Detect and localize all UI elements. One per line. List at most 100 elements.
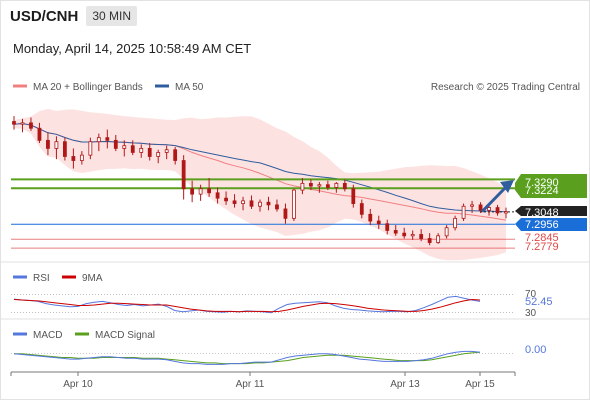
legend-ma20-bb: MA 20 + Bollinger Bands xyxy=(33,82,143,93)
candle-body xyxy=(54,141,59,149)
candle xyxy=(173,147,178,165)
level-label-r1: 7.3290 xyxy=(525,177,559,189)
legend-swatch-ma20 xyxy=(13,84,27,88)
candle-body xyxy=(224,197,228,202)
candle-body xyxy=(164,149,169,153)
level-label-r2: 7.3224 xyxy=(525,185,559,197)
current-price-tag-shape xyxy=(515,206,587,216)
candle-body xyxy=(105,137,110,141)
candle-body xyxy=(147,148,152,157)
candle xyxy=(20,118,25,133)
candle xyxy=(300,178,305,195)
level-label-s2: 7.2779 xyxy=(525,241,559,253)
candle xyxy=(402,227,407,239)
legend-macd-signal: MACD Signal xyxy=(95,330,155,341)
candle-body xyxy=(173,149,178,161)
candle xyxy=(359,199,364,219)
candle xyxy=(224,191,228,205)
rsi-current-value: 52.45 xyxy=(525,296,553,308)
chart-datetime: Monday, April 14, 2025 10:58:49 AM CET xyxy=(13,41,252,56)
bollinger-band xyxy=(14,108,506,261)
candle-body xyxy=(258,201,262,207)
rsi-legend: RSI 9MA xyxy=(13,273,103,284)
legend-rsi: RSI xyxy=(33,273,50,284)
candle xyxy=(283,203,288,224)
candle xyxy=(419,229,424,242)
candle xyxy=(376,215,381,230)
candle xyxy=(96,133,101,152)
candle-body xyxy=(410,234,415,237)
candle-body xyxy=(385,223,390,231)
candle-body xyxy=(79,154,84,161)
candle xyxy=(308,179,313,191)
candle-body xyxy=(198,188,203,195)
timeframe-badge[interactable]: 30 MIN xyxy=(86,6,138,26)
candle-body xyxy=(275,204,279,210)
candle xyxy=(37,122,42,144)
candle-body xyxy=(334,182,339,188)
candle-body xyxy=(190,188,195,195)
legend-rsi-ma: 9MA xyxy=(82,273,103,284)
candle xyxy=(436,233,441,244)
candle-body xyxy=(113,139,118,149)
candle-body xyxy=(470,204,474,207)
candle xyxy=(275,199,279,212)
candle xyxy=(79,151,84,165)
candle xyxy=(410,230,415,240)
candle-body xyxy=(181,160,186,190)
candle-body xyxy=(156,152,161,157)
candle xyxy=(504,207,508,219)
candle-body xyxy=(504,211,508,214)
candle-body xyxy=(283,208,288,219)
chart-header: USD/CNH 30 MIN xyxy=(10,6,138,26)
candle xyxy=(453,215,458,231)
rsi-ma-line xyxy=(13,298,481,313)
candle xyxy=(215,187,220,204)
candle-body xyxy=(308,182,313,187)
candle xyxy=(88,137,93,160)
candle xyxy=(54,136,59,160)
candle xyxy=(156,149,161,164)
candle-body xyxy=(351,188,356,204)
candle-body xyxy=(495,207,500,214)
legend-swatch-rsi xyxy=(13,275,27,279)
candle-body xyxy=(139,148,144,153)
candle xyxy=(334,182,339,193)
symbol-title: USD/CNH xyxy=(10,7,79,25)
candle-body xyxy=(241,200,245,204)
candle-body xyxy=(436,235,441,243)
candle-body xyxy=(478,204,483,211)
candle-body xyxy=(207,188,212,194)
candle-body xyxy=(12,121,16,125)
macd-current-value: 0.00 xyxy=(525,344,546,356)
candle xyxy=(71,148,76,169)
candle-body xyxy=(71,156,76,161)
candle xyxy=(292,188,296,222)
candle xyxy=(113,134,118,152)
candle xyxy=(385,219,390,235)
candle xyxy=(198,184,203,201)
candle xyxy=(29,117,33,131)
candle xyxy=(164,145,169,160)
macd-line xyxy=(13,350,481,365)
candle xyxy=(181,155,186,200)
candle xyxy=(105,129,110,149)
candle xyxy=(393,225,398,236)
candle-body xyxy=(402,232,407,237)
candle xyxy=(342,179,347,192)
level-label-current: 7.3048 xyxy=(525,207,559,219)
candle-body xyxy=(393,230,398,234)
candle-body xyxy=(342,182,347,190)
candle xyxy=(444,225,449,239)
candle-body xyxy=(368,213,373,222)
resistance-tag-shape xyxy=(515,174,587,198)
rsi-line xyxy=(13,295,481,314)
main-legend: MA 20 + Bollinger Bands MA 50 Research ©… xyxy=(13,82,580,93)
candle xyxy=(241,196,245,211)
candle xyxy=(139,144,144,158)
candle-body xyxy=(29,122,33,129)
candle xyxy=(495,204,500,216)
legend-swatch-macd xyxy=(13,332,27,336)
candle xyxy=(461,203,466,222)
candle-body xyxy=(62,141,67,157)
